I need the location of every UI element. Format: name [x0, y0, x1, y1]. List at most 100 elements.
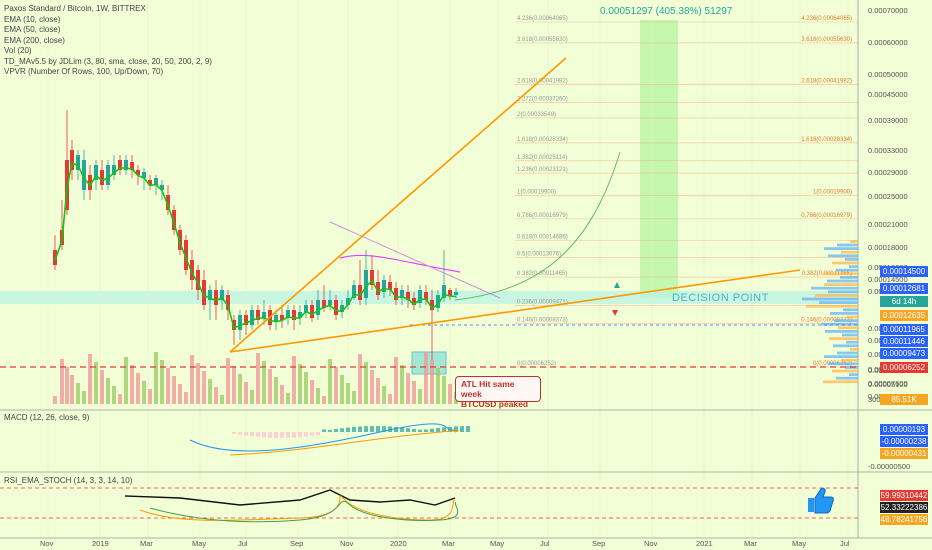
vpvr-bar-26	[842, 333, 858, 337]
time-tick: May	[490, 539, 505, 548]
legend-ema10[interactable]: EMA (10, close)	[4, 14, 61, 24]
rsi-legend[interactable]: RSI_EMA_STOCH (14, 3, 3, 14, 10)	[4, 476, 133, 485]
legend-td-ma[interactable]: TD_MAv5.5 by JDLim (3, 80, sma, close, 2…	[4, 56, 212, 66]
vpvr-bar-1	[837, 243, 858, 247]
candle-body-42	[304, 305, 308, 312]
volume-bar-60	[412, 381, 416, 404]
volume-bar-49	[346, 383, 350, 404]
volume-bar-5	[82, 391, 86, 404]
macd-hist-6	[268, 432, 272, 438]
volume-bar-19	[166, 368, 170, 404]
volume-bar-16	[148, 389, 152, 404]
volume-bar-36	[268, 369, 272, 404]
time-tick: 2019	[92, 539, 109, 548]
indicator-legend: Paxos Standard / Bitcoin, 1W, BITTREX EM…	[4, 4, 212, 78]
vpvr-bar-19	[843, 308, 858, 312]
volume-bar-57	[394, 357, 398, 404]
volume-bar-13	[130, 365, 134, 404]
decision-point-label: DECISION POINT	[672, 292, 769, 304]
volume-bar-6	[88, 354, 92, 404]
candle-body-33	[250, 310, 254, 325]
volume-bar-15	[142, 381, 146, 404]
macd-hist-31	[418, 429, 422, 432]
volume-profile	[802, 240, 858, 384]
volume-bar-55	[382, 386, 386, 404]
volume-bar-40	[292, 356, 296, 404]
volume-bar-50	[352, 391, 356, 404]
callout-line-2: BTCUSD peaked	[461, 399, 529, 409]
candle-body-3	[70, 150, 74, 170]
time-tick: Nov	[340, 539, 354, 548]
atl-callout[interactable]: ATL Hit same week BTCUSD peaked	[455, 376, 541, 409]
price-tick: 0.00018000	[868, 243, 908, 252]
candle-body-11	[118, 160, 122, 170]
vpvr-bar-2	[824, 247, 858, 250]
candle-body-25	[202, 280, 206, 305]
candle-body-56	[388, 282, 392, 290]
vpvr-bar-15	[815, 294, 858, 297]
time-tick: Mar	[744, 539, 757, 548]
macd-hist-4	[256, 432, 260, 437]
vpvr-bar-22	[834, 319, 858, 322]
fib-label-left-5: 1.618(0.00028334)	[517, 137, 568, 143]
volume-bar-65	[442, 376, 446, 404]
candle-body-8	[100, 170, 104, 185]
macd-hist-34	[436, 428, 440, 432]
macd-pane	[189, 423, 470, 456]
volume-bar-21	[178, 384, 182, 404]
candle-body-67	[454, 292, 458, 295]
macd-hist-13	[310, 432, 314, 437]
legend-vpvr[interactable]: VPVR (Number Of Rows, 100, Up/Down, 70)	[4, 67, 164, 76]
fib-label-right-1: 3.618(0.00055630)	[801, 37, 852, 43]
candle-body-38	[280, 315, 284, 320]
price-tag: 0.00009473	[880, 348, 928, 359]
time-tick: May	[192, 539, 207, 548]
candle-body-0	[53, 250, 57, 265]
candle-body-22	[184, 240, 188, 270]
volume-bar-64	[436, 368, 440, 404]
thumbs-up-icon	[805, 485, 835, 515]
price-tick: 0.00033000	[868, 146, 908, 155]
legend-ema200[interactable]: EMA (200, close)	[4, 35, 65, 45]
fib-label-left-14: 0.146(0.00008373)	[517, 318, 568, 324]
macd-hist-19	[346, 427, 350, 432]
price-tick: 0.00007600	[868, 379, 908, 388]
macd-hist-21	[358, 426, 362, 432]
fib-label-right-3: 1.618(0.00028334)	[801, 137, 852, 143]
legend-vol[interactable]: Vol (20)	[4, 46, 32, 55]
volume-bar-30	[232, 366, 236, 404]
price-tick: 0.00045000	[868, 90, 908, 99]
candle-body-29	[226, 295, 230, 310]
time-tick: 2021	[696, 539, 713, 548]
macd-line	[189, 423, 456, 452]
vpvr-bar-11	[827, 279, 858, 283]
macd-hist-20	[352, 426, 356, 432]
candle-body-27	[214, 290, 218, 305]
candle-body-34	[256, 310, 260, 320]
candle-body-40	[292, 310, 296, 320]
volume-bar-14	[136, 373, 140, 404]
candle-body-12	[124, 160, 128, 170]
legend-ema50[interactable]: EMA (50, close)	[4, 25, 61, 34]
chart-title[interactable]: Paxos Standard / Bitcoin, 1W, BITTREX	[4, 4, 146, 13]
macd-legend[interactable]: MACD (12, 26, close, 9)	[4, 413, 90, 422]
candle-body-15	[142, 172, 146, 178]
macd-hist-17	[334, 428, 338, 432]
time-tick: May	[792, 539, 807, 548]
price-tag: 0.00011446	[880, 336, 928, 347]
volume-bar-42	[304, 372, 308, 404]
macd-hist-1	[238, 432, 242, 435]
vpvr-bar-10	[840, 276, 858, 279]
volume-bar-34	[256, 353, 260, 404]
macd-hist-5	[262, 432, 266, 438]
macd-hist-26	[388, 426, 392, 432]
vpvr-bar-39	[823, 380, 858, 384]
price-tag: 0.00011965	[880, 324, 928, 335]
volume-bar-61	[418, 389, 422, 404]
candle-body-4	[76, 155, 80, 170]
vpvr-bar-31	[837, 351, 858, 355]
candle-body-39	[286, 310, 290, 318]
price-tick: 0.00039000	[868, 116, 908, 125]
candle-body-14	[136, 170, 140, 175]
